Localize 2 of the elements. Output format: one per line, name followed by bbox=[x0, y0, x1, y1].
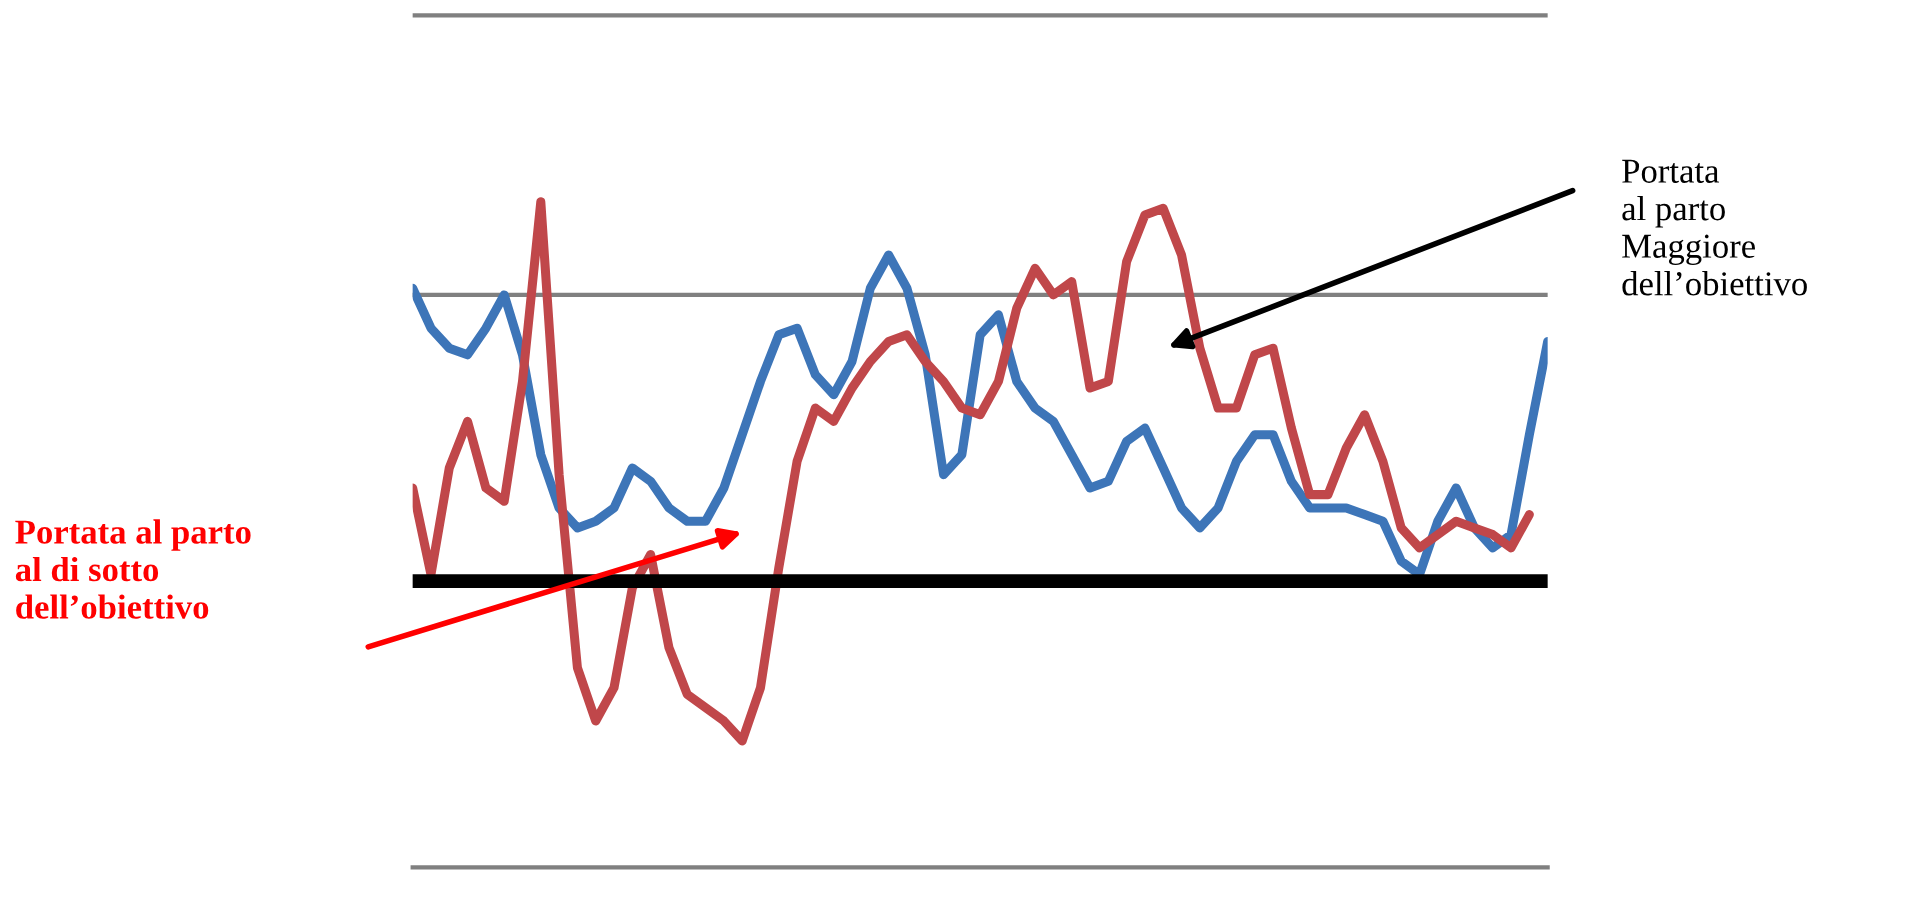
text: Portata al parto Maggiore dell’obiettivo bbox=[1622, 159, 1807, 296]
text: Portata al parto al di sotto dell’obiettivo bbox=[15, 519, 251, 619]
